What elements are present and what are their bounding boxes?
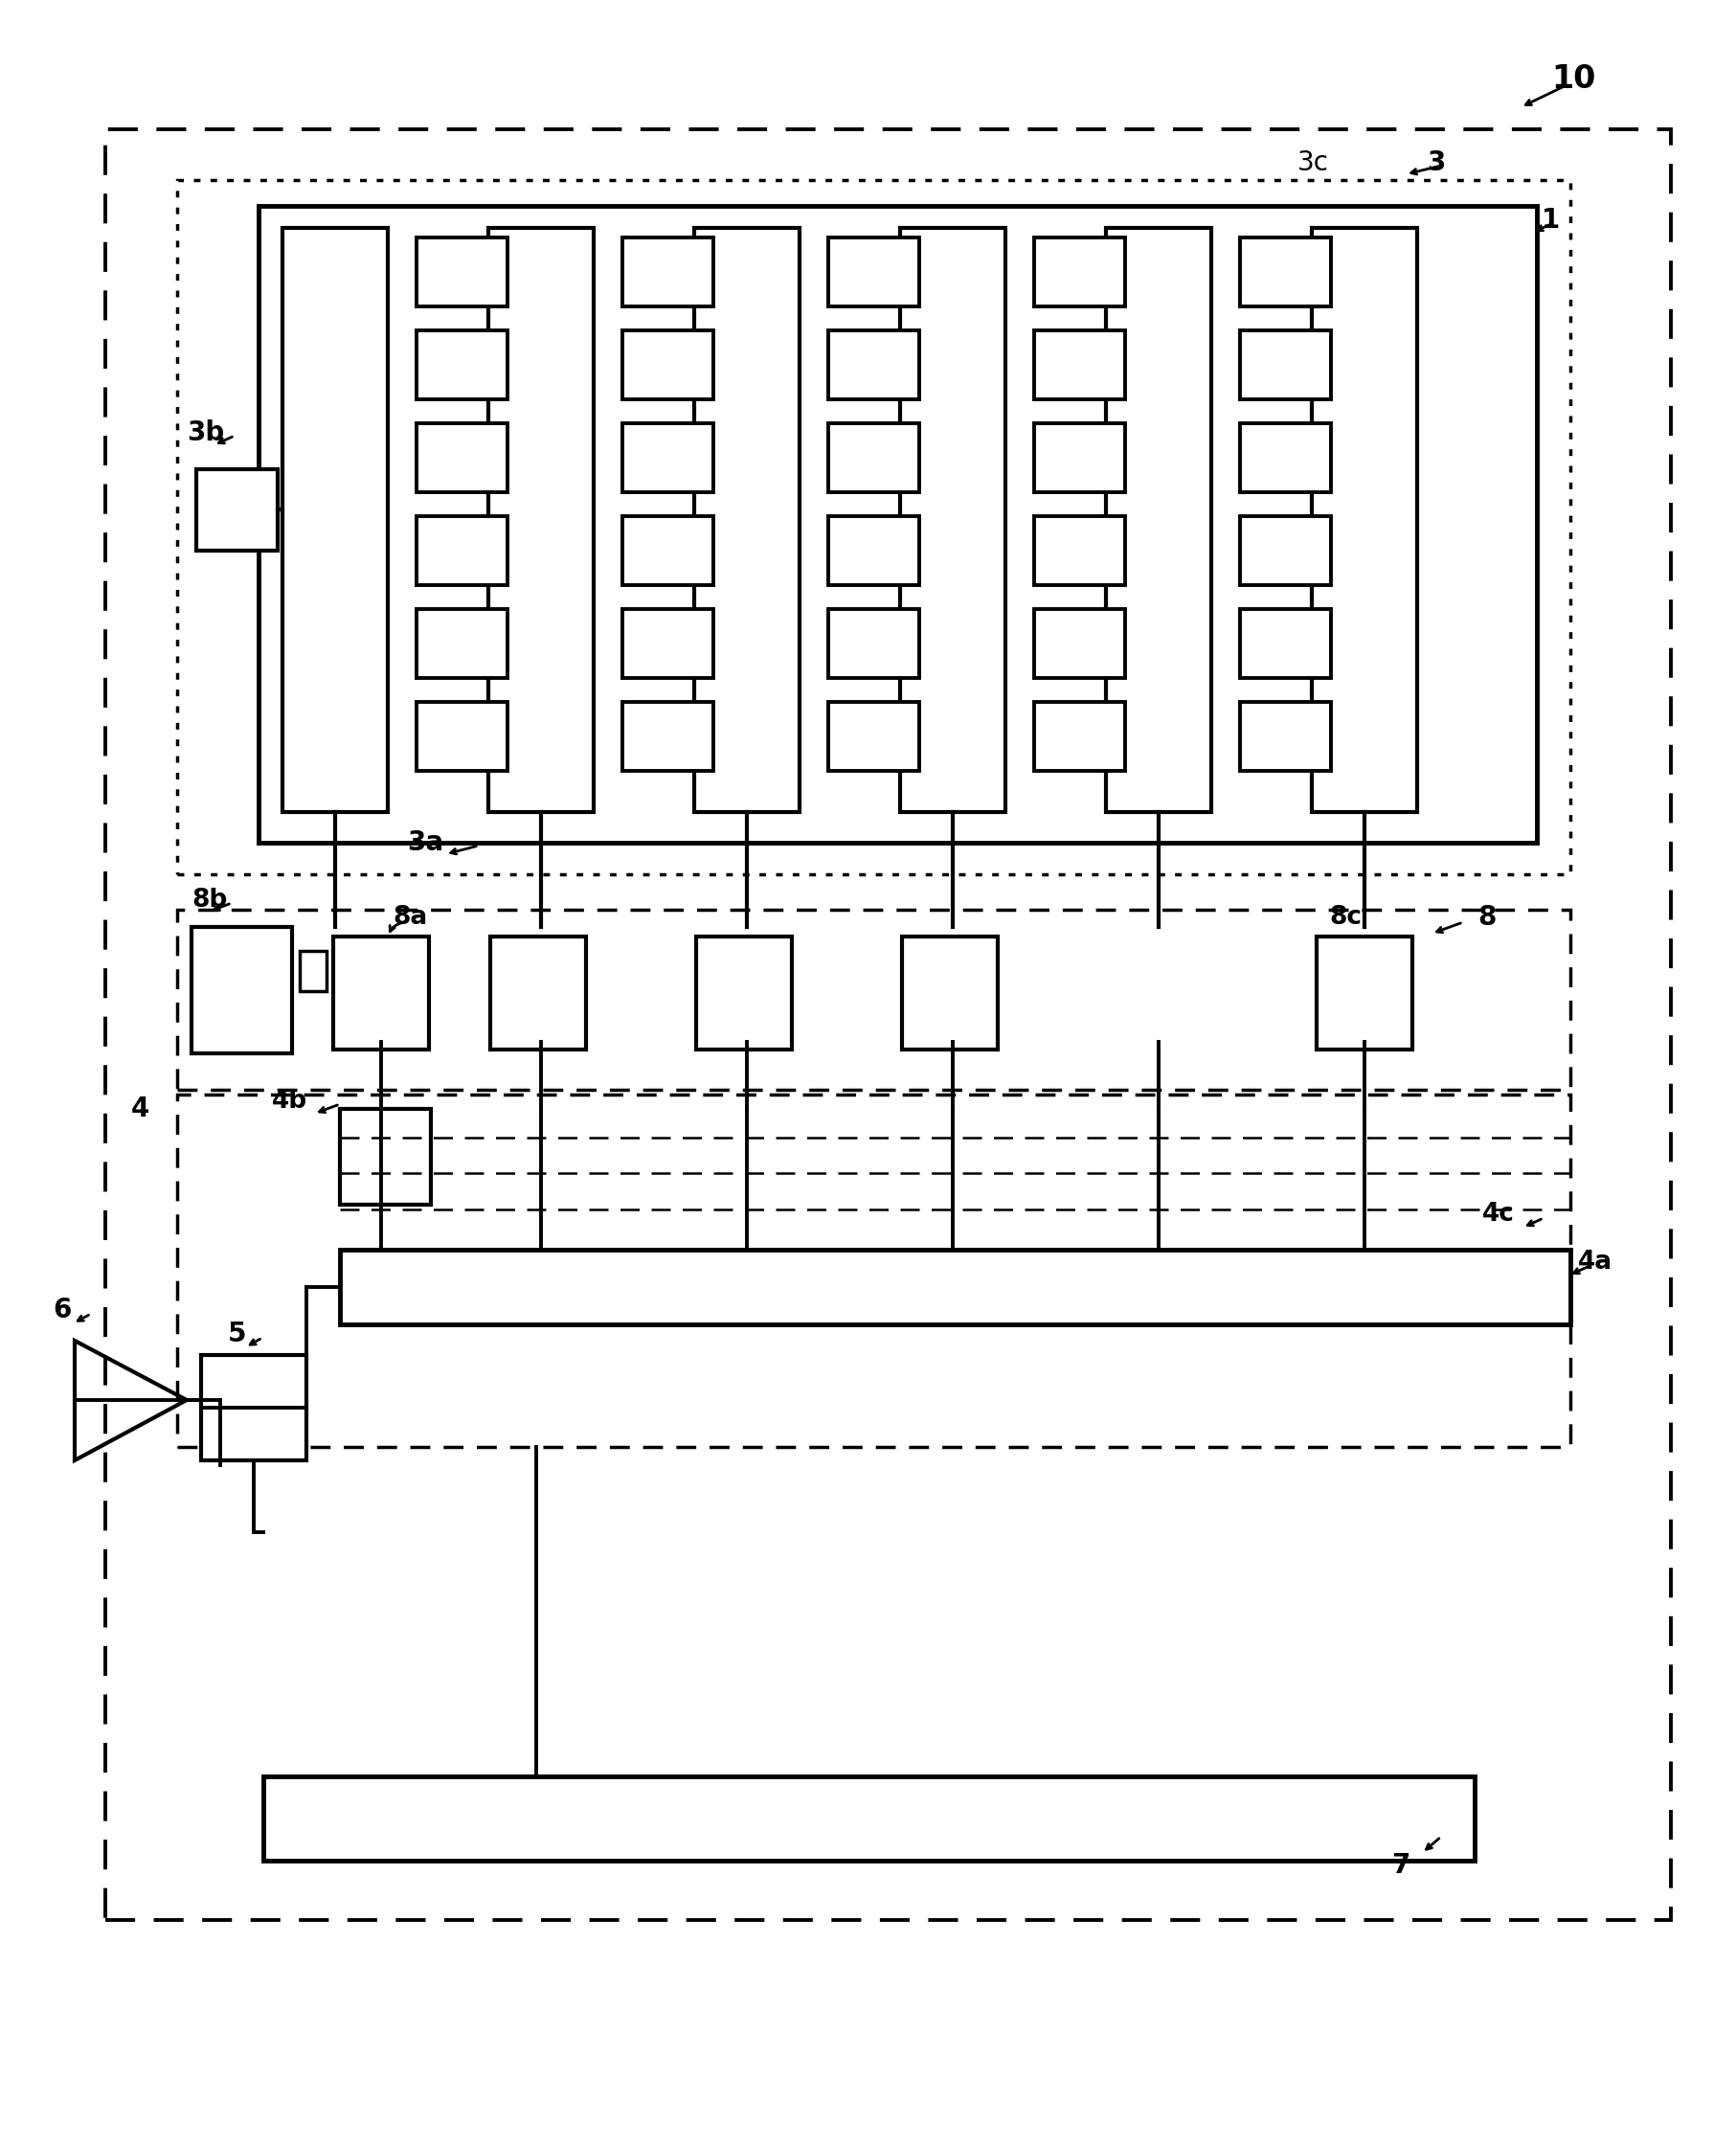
Bar	[201, 1354, 307, 1459]
Bar	[623, 330, 713, 399]
Bar	[623, 517, 713, 586]
Bar	[283, 227, 387, 811]
Text: 1: 1	[1542, 206, 1561, 234]
Bar	[300, 951, 326, 991]
Text: 3a: 3a	[406, 828, 443, 856]
Bar	[1106, 227, 1212, 811]
Text: 6: 6	[52, 1296, 71, 1324]
Text: 4c: 4c	[1483, 1202, 1516, 1228]
Bar	[1312, 227, 1417, 811]
Bar	[828, 238, 920, 307]
Text: 4a: 4a	[1578, 1249, 1613, 1275]
Bar	[490, 936, 587, 1049]
Bar	[1240, 238, 1332, 307]
Bar	[828, 330, 920, 399]
Bar	[264, 1777, 1474, 1861]
Bar	[828, 423, 920, 491]
Bar	[1240, 702, 1332, 770]
Bar	[191, 927, 292, 1054]
Bar	[1035, 330, 1125, 399]
Bar	[417, 609, 507, 678]
Bar	[1035, 238, 1125, 307]
Bar	[340, 1249, 1571, 1324]
Bar	[177, 910, 1571, 1090]
Bar	[1240, 330, 1332, 399]
Bar	[259, 206, 1536, 843]
Bar	[417, 423, 507, 491]
Text: 8b: 8b	[191, 888, 227, 912]
Bar	[196, 470, 278, 552]
Bar	[1035, 423, 1125, 491]
Bar	[1035, 702, 1125, 770]
Bar	[333, 936, 429, 1049]
Bar	[828, 702, 920, 770]
Text: 8a: 8a	[392, 906, 427, 929]
Bar	[417, 238, 507, 307]
Bar	[1240, 423, 1332, 491]
Text: 4: 4	[132, 1094, 149, 1122]
Bar	[899, 227, 1005, 811]
Bar	[177, 180, 1571, 873]
Text: 3c: 3c	[1297, 150, 1330, 176]
Bar	[106, 129, 1670, 1921]
Text: 8c: 8c	[1330, 906, 1361, 929]
Bar	[1316, 936, 1413, 1049]
Bar	[1240, 609, 1332, 678]
Bar	[1240, 517, 1332, 586]
Text: 5: 5	[227, 1320, 247, 1348]
Bar	[417, 702, 507, 770]
Bar	[828, 609, 920, 678]
Bar	[1035, 517, 1125, 586]
Bar	[1035, 609, 1125, 678]
Text: 10: 10	[1552, 62, 1595, 94]
Text: 7: 7	[1391, 1852, 1410, 1880]
Bar	[903, 936, 998, 1049]
Bar	[417, 517, 507, 586]
Text: 4b: 4b	[273, 1088, 307, 1114]
Bar	[417, 330, 507, 399]
Bar	[340, 1109, 431, 1204]
Bar	[177, 1094, 1571, 1446]
Text: 3b: 3b	[187, 418, 224, 446]
Bar	[488, 227, 594, 811]
Text: 3: 3	[1427, 150, 1446, 176]
Bar	[828, 517, 920, 586]
Bar	[623, 702, 713, 770]
Bar	[694, 227, 800, 811]
Bar	[623, 238, 713, 307]
Bar	[623, 423, 713, 491]
Bar	[623, 609, 713, 678]
Bar	[696, 936, 792, 1049]
Text: 8: 8	[1477, 903, 1496, 931]
